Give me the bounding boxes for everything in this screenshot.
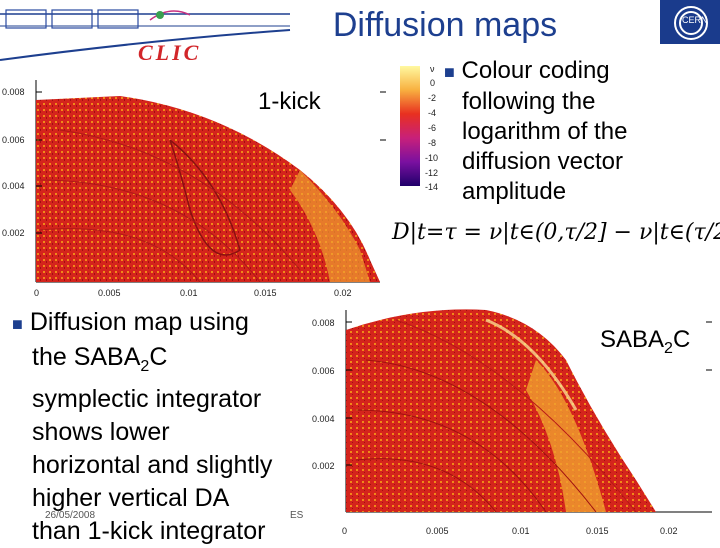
top-x-tick: 0.01 xyxy=(180,288,198,298)
bottom-x-tick: 0.01 xyxy=(512,526,530,536)
footer-page-fragment: ES xyxy=(290,510,304,521)
top-x-tick: 0 xyxy=(34,288,40,298)
bottom-x-tick: 0 xyxy=(342,526,348,536)
bullet-marker-icon: ■ xyxy=(444,62,455,82)
bullet-colour-coding: ■ Colour coding following the logarithm … xyxy=(444,57,628,205)
bottom-x-tick: 0.02 xyxy=(660,526,678,536)
colorbar-tick: -12 xyxy=(425,168,439,178)
colorbar xyxy=(400,66,420,186)
bottom-plot-label: SABA2C xyxy=(600,326,691,357)
bottom-y-tick: 0.008 xyxy=(312,318,335,328)
footer-date: 26/05/2008 xyxy=(45,510,96,521)
bottom-diffusion-map xyxy=(345,309,712,513)
colorbar-tick: -14 xyxy=(425,182,439,192)
cern-logo: CERN xyxy=(660,0,720,44)
clic-logo-text: CLIC xyxy=(138,40,202,65)
bullet-diffusion-map: ■ Diffusion map using the SABA2C symplec… xyxy=(12,308,273,545)
colorbar-top-label: ν xyxy=(430,64,435,74)
bottom-x-tick: 0.005 xyxy=(426,526,449,536)
bottom-y-tick: 0.006 xyxy=(312,366,335,376)
bullet-marker-icon: ■ xyxy=(12,314,23,334)
bottom-x-tick: 0.015 xyxy=(586,526,609,536)
top-y-tick: 0.008 xyxy=(2,87,25,97)
top-y-tick: 0.004 xyxy=(2,181,25,191)
colorbar-tick: -2 xyxy=(428,93,437,103)
page-title: Diffusion maps xyxy=(332,6,558,44)
top-x-tick: 0.02 xyxy=(334,288,352,298)
bottom-y-tick: 0.004 xyxy=(312,414,335,424)
top-diffusion-map xyxy=(35,80,386,283)
top-y-tick: 0.006 xyxy=(2,135,25,145)
top-x-tick: 0.005 xyxy=(98,288,121,298)
colorbar-tick: -8 xyxy=(428,138,437,148)
colorbar-tick: -4 xyxy=(428,108,437,118)
colorbar-tick: -6 xyxy=(428,123,437,133)
top-plot-label: 1-kick xyxy=(258,88,321,115)
top-y-tick: 0.002 xyxy=(2,228,25,238)
bottom-y-tick: 0.002 xyxy=(312,461,335,471)
colorbar-tick: -10 xyxy=(425,153,439,163)
colorbar-tick: 0 xyxy=(430,78,436,88)
top-x-tick: 0.015 xyxy=(254,288,277,298)
clic-logo-graphic xyxy=(0,9,291,61)
diffusion-formula: D|t=τ = ν|t∈(0,τ/2] − ν|t∈(τ/2,τ] xyxy=(392,220,720,245)
